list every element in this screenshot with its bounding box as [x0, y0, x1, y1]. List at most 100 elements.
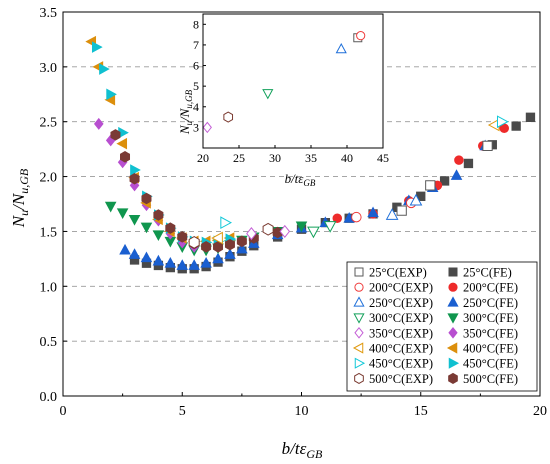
legend-marker [354, 326, 364, 339]
y-tick-label: 2.0 [40, 171, 58, 186]
inset-series-200°C(EXP) [356, 31, 366, 41]
data-point [220, 216, 233, 230]
legend-marker [448, 282, 458, 292]
data-point [164, 256, 177, 268]
y-tick-label: 1.5 [40, 225, 58, 240]
data-point [128, 214, 141, 226]
inset-y-tick-label: 3 [193, 120, 199, 134]
x-tick-label: 0 [60, 404, 67, 419]
inset-x-tick-label: 25 [233, 151, 245, 165]
inset-x-tick-label: 45 [377, 151, 389, 165]
series-400°C(EXP) [211, 118, 500, 245]
legend-entry: 450°C(FE) [448, 357, 518, 371]
data-point [129, 172, 140, 185]
legend: 25°C(EXP)200°C(EXP)250°C(EXP)300°C(EXP)3… [346, 261, 538, 392]
legend-label: 350°C(EXP) [369, 326, 433, 340]
data-point [450, 169, 463, 180]
inset-x-tick-label: 35 [305, 151, 317, 165]
legend-label: 300°C(EXP) [369, 311, 433, 325]
data-point [93, 117, 104, 130]
data-point [152, 230, 165, 241]
y-tick-label: 0.0 [40, 390, 58, 405]
legend-marker [354, 372, 364, 384]
legend-marker [354, 282, 364, 292]
data-point [153, 209, 164, 221]
legend-entry: 25°C(FE) [448, 266, 512, 280]
series-450°C(EXP) [220, 115, 509, 230]
data-point [454, 155, 464, 165]
data-point [188, 236, 200, 249]
legend-label: 400°C(FE) [463, 342, 518, 356]
legend-entry: 500°C(EXP) [354, 372, 433, 386]
data-point [91, 41, 103, 53]
data-point [141, 192, 152, 205]
series-25°C(EXP) [396, 140, 493, 216]
legend-label: 25°C(EXP) [369, 266, 427, 280]
inset-series-300°C(EXP) [262, 89, 274, 100]
data-point [152, 254, 165, 266]
series-300°C(EXP) [307, 221, 337, 239]
legend-entry: 200°C(EXP) [354, 281, 433, 295]
data-point [236, 242, 248, 254]
inset-data-point [223, 111, 234, 123]
data-point [116, 137, 128, 150]
legend-marker [352, 342, 364, 354]
legend-entry: 25°C(EXP) [354, 266, 427, 280]
x-axis-label: b/tεGB [282, 439, 323, 461]
legend-entry: 300°C(FE) [447, 311, 518, 325]
data-point [511, 121, 521, 131]
series-350°C(EXP) [246, 224, 291, 241]
legend-label: 400°C(EXP) [369, 342, 433, 356]
inset-data-point [262, 89, 274, 100]
legend-label: 500°C(EXP) [369, 372, 433, 386]
inset-background [203, 14, 383, 148]
legend-marker [353, 313, 365, 324]
data-point [246, 227, 257, 241]
y-tick-label: 1.0 [40, 280, 58, 295]
legend-entry: 500°C(FE) [448, 372, 518, 386]
inset-data-point [202, 121, 212, 134]
data-point [140, 222, 153, 234]
inset-data-point [356, 31, 366, 41]
data-point [236, 235, 247, 248]
inset-y-tick-label: 5 [193, 79, 199, 93]
data-point [332, 213, 343, 224]
inset-x-tick-label: 30 [269, 151, 281, 165]
legend-label: 450°C(FE) [463, 357, 518, 371]
legend-label: 450°C(EXP) [369, 357, 433, 371]
x-tick-label: 20 [533, 404, 547, 419]
inset-series-350°C(EXP) [202, 121, 212, 134]
legend-marker [354, 267, 364, 277]
series-250°C(EXP) [385, 193, 423, 220]
data-point [367, 206, 379, 218]
legend-marker [446, 342, 458, 354]
legend-label: 200°C(FE) [463, 281, 518, 295]
data-point [120, 151, 131, 163]
legend-label: 250°C(EXP) [369, 296, 433, 310]
legend-label: 500°C(FE) [463, 372, 518, 386]
legend-entry: 350°C(EXP) [354, 326, 433, 340]
inset-y-tick-label: 7 [193, 38, 199, 52]
legend-label: 25°C(FE) [463, 266, 512, 280]
legend-marker [448, 267, 458, 277]
legend-entry: 400°C(FE) [446, 342, 518, 356]
y-tick-label: 3.5 [40, 6, 58, 21]
data-point [165, 222, 176, 234]
data-point [351, 211, 362, 223]
data-point [396, 205, 407, 216]
inset-x-axis-label: b/tεGB [285, 171, 316, 188]
legend-entry: 250°C(EXP) [353, 296, 433, 310]
x-tick-label: 5 [179, 404, 186, 419]
data-point [425, 180, 436, 191]
data-point [224, 238, 235, 251]
x-tick-label: 15 [414, 404, 428, 419]
data-point [140, 251, 153, 263]
series-500°C(EXP) [188, 222, 274, 249]
legend-marker [447, 296, 459, 307]
data-point [99, 63, 110, 75]
data-point [307, 226, 320, 239]
legend-box [346, 261, 538, 392]
data-point [323, 221, 337, 233]
